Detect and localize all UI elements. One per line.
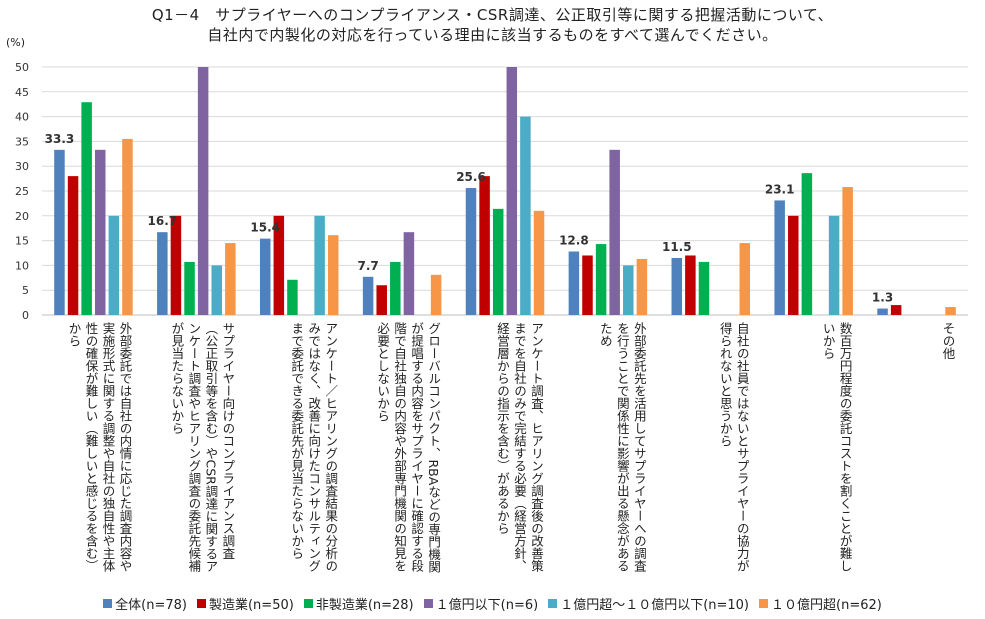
- bar: [842, 187, 853, 315]
- bar: [465, 188, 477, 315]
- y-tick-label: 5: [22, 284, 29, 297]
- bar: [945, 307, 956, 315]
- bar: [122, 138, 133, 315]
- data-label: 12.8: [559, 234, 589, 248]
- chart-title-line-1: Q1－4 サプライヤーへのコンプライアンス・CSR調達、公正取引等に関する把握活…: [151, 6, 834, 24]
- bar: [211, 265, 222, 315]
- chart-legend: 全体(n=78) 製造業(n=50) 非製造業(n=28) １億円以下(n=6) １億円…: [0, 594, 985, 613]
- bar: [376, 285, 387, 315]
- y-tick-label: 30: [15, 160, 29, 173]
- bar: [801, 173, 813, 315]
- legend-item: 製造業(n=50): [196, 594, 294, 613]
- data-label: 1.3: [872, 291, 893, 305]
- bar: [479, 176, 490, 315]
- x-category-label: グローバルコンパクト、RBAなどの専門機関が提唱する内容をサプライヤーに確認する…: [375, 322, 442, 573]
- bar: [671, 257, 683, 315]
- legend-swatch: [423, 599, 433, 608]
- bar: [595, 244, 607, 315]
- bar: [890, 305, 902, 315]
- y-axis-unit: (%): [6, 36, 26, 49]
- x-category-label: 自社の社員ではないとサプライヤーの協力が得られないと思うから: [717, 322, 750, 572]
- bar: [828, 215, 840, 315]
- legend-label: １億円超～１０億円以下(n=10): [560, 598, 750, 613]
- x-category-label: アンケート調査、ヒアリング調査後の改善策までを自社のみで完結する必要（経営方針、…: [495, 322, 544, 572]
- legend-swatch: [196, 599, 206, 608]
- bar: [774, 200, 785, 315]
- data-label: 15.4: [250, 221, 280, 235]
- bar: [184, 261, 195, 315]
- bar: [362, 276, 374, 315]
- legend-item: １０億円超(n=62): [759, 594, 882, 613]
- bar: [197, 67, 209, 315]
- chart-title-line-2: 自社内で内製化の対応を行っている理由に該当するものをすべて選んでください。: [207, 26, 778, 44]
- bar: [582, 255, 593, 315]
- legend-label: 全体(n=78): [115, 598, 187, 613]
- bar: [609, 149, 620, 315]
- bar: [636, 258, 648, 315]
- legend-swatch: [759, 599, 769, 608]
- data-label: 25.6: [456, 170, 486, 184]
- x-category-label: 外部委託先を活用してサプライヤーへの調査を行うことで関係性に影響が出る懸念がある…: [597, 322, 647, 572]
- legend-item: １億円以下(n=6): [423, 594, 539, 613]
- bar: [739, 243, 751, 315]
- y-tick-label: 40: [15, 111, 29, 124]
- bar: [788, 215, 799, 315]
- legend-label: 非製造業(n=28): [315, 598, 414, 613]
- legend-item: 非製造業(n=28): [303, 594, 414, 613]
- legend-swatch: [548, 599, 558, 608]
- bar: [54, 149, 65, 315]
- bar: [685, 255, 696, 315]
- bar: [390, 261, 401, 315]
- data-label: 23.1: [765, 182, 795, 196]
- x-category-label: 数百万円程度の委託コストを割くことが難しいから: [820, 322, 853, 572]
- legend-swatch: [103, 599, 113, 608]
- x-category-label: その他: [940, 322, 956, 360]
- bar: [94, 149, 106, 315]
- bar: [698, 261, 710, 315]
- bar: [81, 102, 92, 315]
- data-label: 11.5: [662, 240, 692, 254]
- x-category-label: サプライヤー向けのコンプライアンス調査（公正取引等を含む）やCSR調達に関するア…: [169, 322, 236, 573]
- legend-label: 製造業(n=50): [208, 598, 294, 613]
- x-category-label: 外部委託では自社の内情に応じた調査内容や実施形式に関する調整や自社の独自性や主体…: [66, 322, 133, 572]
- bar: [506, 67, 518, 315]
- bar: [877, 308, 888, 315]
- x-category-label: アンケート／ヒアリングの調査結果の分析のみではなく、改善に向けたコンサルティング…: [289, 322, 339, 572]
- data-label: 16.7: [148, 214, 178, 228]
- y-tick-label: 35: [15, 135, 29, 148]
- legend-item: 全体(n=78): [103, 594, 187, 613]
- bar: [273, 215, 285, 315]
- bar: [225, 243, 236, 315]
- bar: [492, 208, 504, 315]
- bar: [287, 279, 298, 315]
- bar: [259, 238, 271, 315]
- legend-label: １億円以下(n=6): [435, 598, 539, 613]
- legend-swatch: [303, 599, 313, 608]
- y-tick-label: 25: [15, 185, 29, 198]
- y-tick-label: 0: [22, 309, 29, 322]
- data-label: 7.7: [357, 259, 378, 273]
- bar: [430, 274, 442, 315]
- bar: [327, 235, 339, 315]
- y-tick-label: 20: [15, 210, 29, 223]
- bar: [314, 215, 325, 315]
- bar: [67, 176, 79, 315]
- bar: [108, 215, 120, 315]
- bar: [403, 232, 415, 315]
- y-tick-label: 45: [15, 86, 29, 99]
- bar: [568, 251, 580, 315]
- bar: [533, 210, 545, 315]
- legend-item: １億円超～１０億円以下(n=10): [548, 594, 749, 613]
- y-tick-label: 15: [15, 235, 29, 248]
- y-tick-label: 10: [15, 259, 29, 272]
- legend-label: １０億円超(n=62): [771, 598, 882, 613]
- bar: [520, 116, 531, 315]
- bar: [170, 215, 182, 315]
- y-tick-label: 50: [15, 61, 29, 74]
- bar: [157, 232, 168, 315]
- bar: [623, 265, 634, 315]
- data-label: 33.3: [45, 132, 75, 146]
